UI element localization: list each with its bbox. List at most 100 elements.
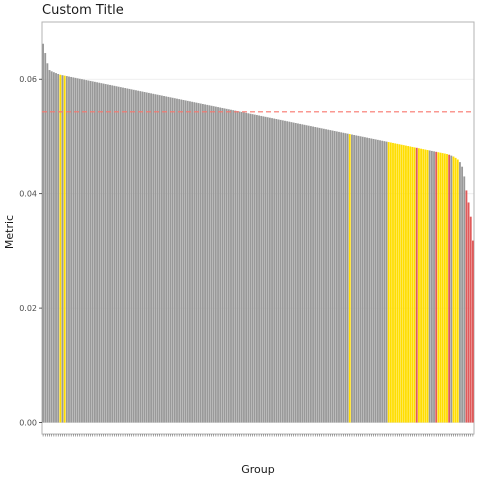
bar <box>253 114 256 423</box>
bar <box>275 119 278 423</box>
bar <box>214 106 217 423</box>
bar <box>322 128 325 423</box>
bar <box>454 157 457 423</box>
bar <box>143 92 146 423</box>
bar <box>106 84 109 423</box>
y-axis: 0.00 0.02 0.04 0.06 <box>19 75 42 428</box>
bar <box>55 73 57 423</box>
bar <box>309 126 312 423</box>
bar <box>409 146 412 423</box>
bar <box>109 84 111 423</box>
y-axis-title: Metric <box>3 215 16 249</box>
bar <box>206 104 209 423</box>
bar <box>251 114 254 423</box>
bar <box>195 102 198 423</box>
bar <box>333 130 336 423</box>
bar <box>428 150 431 423</box>
bar <box>288 121 291 423</box>
bar <box>156 94 159 423</box>
bar <box>370 138 373 423</box>
bar <box>201 103 204 423</box>
bar <box>325 129 327 423</box>
bar <box>217 107 219 423</box>
bar <box>348 134 351 423</box>
bar <box>363 137 366 423</box>
bar <box>290 122 293 423</box>
bar <box>245 112 248 423</box>
bar-series <box>42 43 474 423</box>
bar <box>392 142 394 423</box>
bar <box>72 77 75 423</box>
chart-title: Custom Title <box>42 3 124 18</box>
bar <box>361 136 364 423</box>
bar <box>318 127 321 423</box>
bar <box>398 144 401 423</box>
bar <box>271 118 273 423</box>
bar <box>46 63 49 423</box>
bar <box>327 129 330 423</box>
bar <box>338 131 340 423</box>
bar <box>255 115 258 423</box>
bar <box>357 135 360 423</box>
bar <box>232 110 235 423</box>
bar <box>124 88 127 423</box>
bar <box>91 81 94 423</box>
bar <box>74 77 77 423</box>
bar <box>264 116 267 423</box>
bar <box>189 101 191 423</box>
bar <box>87 80 90 423</box>
bar <box>266 117 269 423</box>
bar <box>417 148 420 423</box>
bar <box>68 76 70 423</box>
bar <box>191 101 194 423</box>
bar <box>446 154 448 423</box>
bar <box>389 142 392 423</box>
bar <box>292 122 295 423</box>
bar <box>137 90 140 423</box>
bar <box>368 138 371 423</box>
bar <box>459 162 461 423</box>
bar <box>96 82 98 423</box>
bar <box>65 76 68 423</box>
bar <box>471 240 474 423</box>
bar <box>294 123 297 423</box>
bar <box>372 138 375 423</box>
bar <box>314 127 317 423</box>
y-tick-label: 0.00 <box>19 419 37 428</box>
bar <box>212 106 215 423</box>
bar <box>320 128 323 423</box>
x-axis <box>42 434 474 437</box>
bar <box>122 87 124 423</box>
bar <box>430 150 433 423</box>
bar <box>247 113 250 423</box>
bar <box>435 151 438 423</box>
bar <box>303 124 306 423</box>
bar <box>243 112 245 423</box>
bar <box>186 100 189 423</box>
bar <box>176 98 178 423</box>
bar <box>158 95 161 423</box>
bar <box>219 107 222 423</box>
bar <box>405 145 407 423</box>
bar <box>396 143 399 423</box>
panel-border <box>41 21 475 435</box>
bar <box>89 80 92 423</box>
bar <box>163 96 165 423</box>
bar <box>204 104 206 423</box>
bar <box>277 119 280 423</box>
bar <box>139 91 142 423</box>
bar <box>160 95 163 423</box>
plot-panel <box>41 21 475 435</box>
bar <box>210 105 213 423</box>
bar <box>456 159 459 423</box>
bar <box>329 130 332 423</box>
bar <box>461 166 464 423</box>
bar <box>165 96 168 423</box>
bar <box>126 88 129 423</box>
bar <box>450 155 453 423</box>
bar <box>44 53 47 423</box>
bar <box>273 118 276 423</box>
bar <box>152 93 155 423</box>
bar <box>281 120 284 423</box>
